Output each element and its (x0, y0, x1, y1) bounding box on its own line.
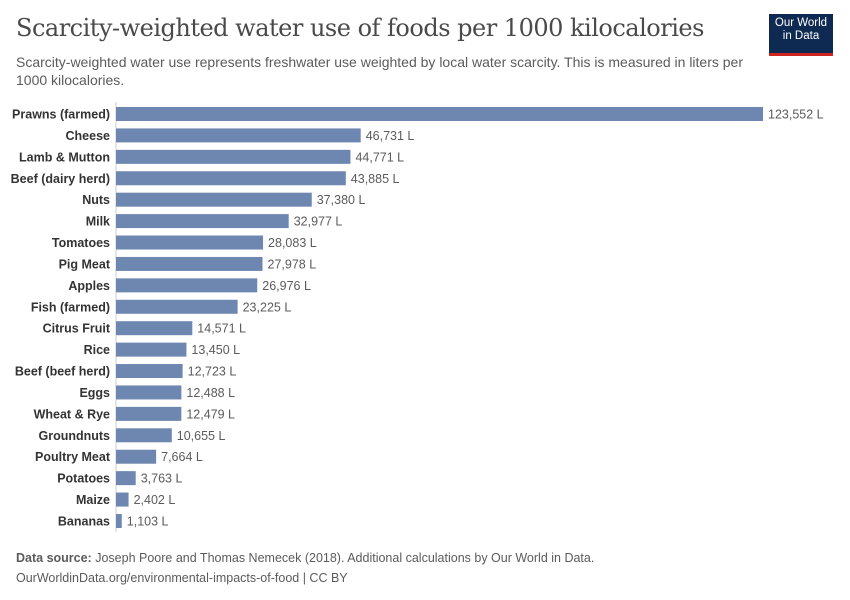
bar[interactable] (116, 214, 289, 229)
category-label: Bananas (58, 514, 110, 528)
value-label: 37,380 L (317, 193, 366, 207)
category-label: Tomatoes (52, 236, 110, 250)
bar[interactable] (116, 321, 193, 336)
chart-title: Scarcity-weighted water use of foods per… (16, 14, 704, 42)
logo-line2: in Data (782, 30, 820, 42)
bar[interactable] (116, 149, 351, 164)
bar[interactable] (116, 342, 187, 357)
bar[interactable] (116, 278, 258, 293)
footer-url[interactable]: OurWorldinData.org/environmental-impacts… (16, 571, 348, 585)
source-label: Data source: (16, 551, 92, 565)
bar[interactable] (116, 513, 122, 528)
bar[interactable] (116, 107, 763, 121)
value-label: 26,976 L (262, 279, 311, 293)
category-label: Beef (dairy herd) (11, 172, 110, 186)
value-label: 23,225 L (243, 300, 292, 314)
bar[interactable] (116, 492, 129, 507)
owid-logo[interactable]: Our World in Data (769, 14, 833, 56)
value-label: 2,402 L (134, 493, 176, 507)
category-label: Lamb & Mutton (19, 150, 110, 164)
value-label: 12,723 L (188, 365, 237, 379)
bar-chart: Prawns (farmed) 123,552 L Cheese 46,731 L La… (11, 102, 824, 532)
bar[interactable] (116, 192, 312, 207)
value-label: 123,552 L (768, 108, 824, 122)
value-label: 44,771 L (355, 150, 404, 164)
value-label: 46,731 L (366, 129, 415, 143)
value-label: 32,977 L (294, 215, 343, 229)
category-label: Maize (76, 493, 110, 507)
value-label: 1,103 L (127, 514, 169, 528)
bar[interactable] (116, 428, 172, 443)
category-label: Wheat & Rye (34, 407, 110, 421)
chart-subtitle: Scarcity-weighted water use represents f… (16, 54, 744, 88)
source-text: Joseph Poore and Thomas Nemecek (2018). … (95, 551, 595, 565)
category-label: Potatoes (57, 472, 110, 486)
logo-line1: Our World (774, 17, 828, 29)
bar[interactable] (116, 235, 264, 250)
bar[interactable] (116, 171, 346, 186)
value-label: 27,978 L (268, 257, 317, 271)
category-label: Prawns (farmed) (12, 108, 110, 122)
category-label: Nuts (82, 193, 110, 207)
value-label: 3,763 L (141, 472, 183, 486)
bar[interactable] (116, 471, 136, 486)
bar[interactable] (116, 128, 361, 143)
category-label: Poultry Meat (35, 450, 111, 464)
value-label: 7,664 L (161, 450, 203, 464)
value-label: 10,655 L (177, 429, 226, 443)
category-label: Apples (68, 279, 110, 293)
footer: Data source: Joseph Poore and Thomas Nem… (16, 548, 594, 588)
value-label: 12,479 L (186, 407, 235, 421)
bar[interactable] (116, 449, 157, 464)
category-label: Pig Meat (59, 257, 111, 271)
category-label: Rice (84, 343, 110, 357)
value-label: 14,571 L (197, 322, 246, 336)
category-label: Milk (86, 215, 110, 229)
category-label: Cheese (66, 129, 111, 143)
category-label: Groundnuts (38, 429, 110, 443)
bar[interactable] (116, 256, 263, 271)
category-label: Citrus Fruit (43, 322, 111, 336)
value-label: 13,450 L (191, 343, 240, 357)
category-label: Eggs (79, 386, 110, 400)
category-label: Fish (farmed) (31, 300, 110, 314)
value-label: 12,488 L (186, 386, 235, 400)
category-label: Beef (beef herd) (15, 365, 110, 379)
bar[interactable] (116, 406, 182, 421)
value-label: 28,083 L (268, 236, 317, 250)
bar[interactable] (116, 385, 182, 400)
bar[interactable] (116, 299, 238, 314)
value-label: 43,885 L (351, 172, 400, 186)
bar[interactable] (116, 364, 183, 379)
